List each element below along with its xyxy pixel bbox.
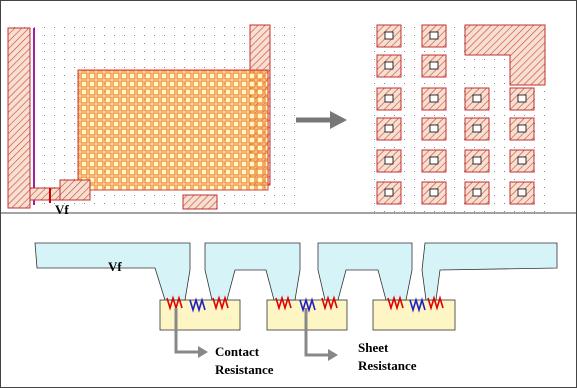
layout-left xyxy=(5,25,300,210)
layout-right xyxy=(365,20,550,215)
sheet-label: Resistance xyxy=(358,358,417,373)
arrow-head xyxy=(328,349,338,361)
diagram: Vf xyxy=(0,0,577,388)
contact-label: Resistance xyxy=(215,362,274,377)
vf-label: Vf xyxy=(108,259,122,274)
contact-label: Contact xyxy=(215,344,260,359)
cross-section xyxy=(35,243,557,330)
vf-label: Vf xyxy=(55,202,69,217)
sheet-label: Sheet xyxy=(358,340,389,355)
arrow xyxy=(296,111,347,129)
arrow-head xyxy=(198,346,208,358)
